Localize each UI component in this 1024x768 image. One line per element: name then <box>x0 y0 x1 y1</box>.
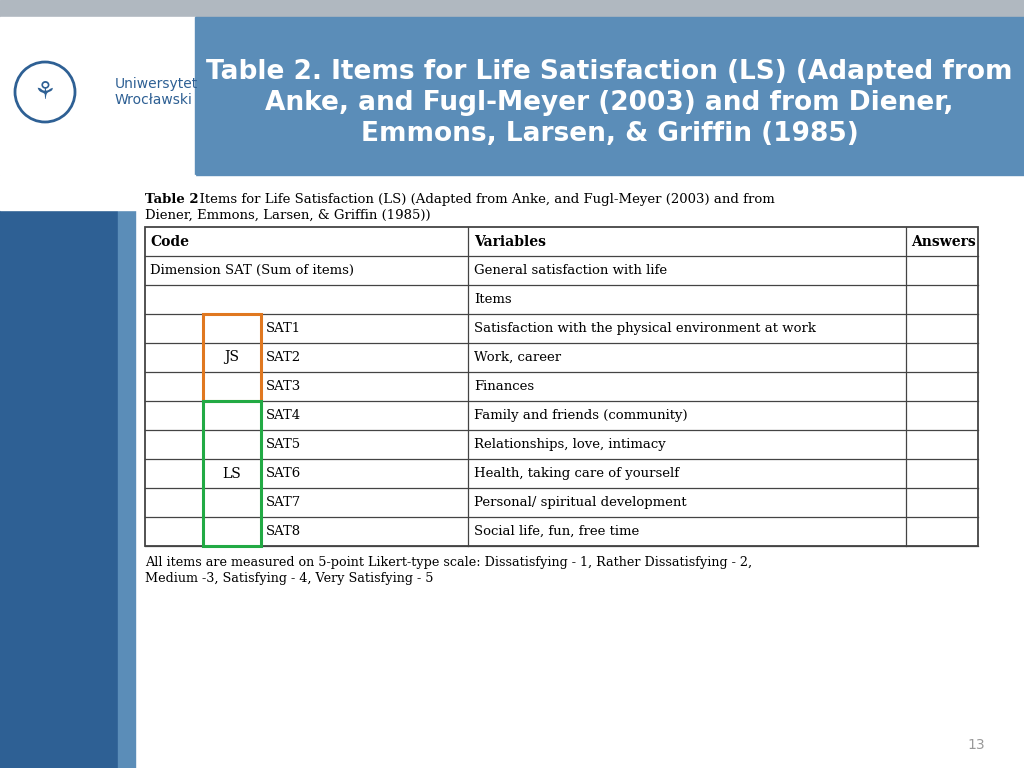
Bar <box>118 175 135 768</box>
Text: Table 2. Items for Life Satisfaction (LS) (Adapted from: Table 2. Items for Life Satisfaction (LS… <box>206 59 1013 85</box>
Text: Family and friends (community): Family and friends (community) <box>474 409 688 422</box>
Text: Social life, fun, free time: Social life, fun, free time <box>474 525 639 538</box>
Text: Wrocławski: Wrocławski <box>115 93 193 107</box>
Text: SAT2: SAT2 <box>266 351 301 364</box>
Text: SAT6: SAT6 <box>266 467 301 480</box>
Bar <box>203 314 261 401</box>
Text: Dimension SAT (Sum of items): Dimension SAT (Sum of items) <box>150 264 354 277</box>
Text: SAT1: SAT1 <box>266 322 301 335</box>
Text: Table 2: Table 2 <box>145 193 199 206</box>
Text: Finances: Finances <box>474 380 535 393</box>
Text: Answers: Answers <box>911 234 976 249</box>
Text: SAT3: SAT3 <box>266 380 301 393</box>
Bar <box>0 175 118 210</box>
Bar <box>0 0 1024 17</box>
Text: Code: Code <box>150 234 189 249</box>
Text: SAT4: SAT4 <box>266 409 301 422</box>
Bar <box>0 17 195 175</box>
Bar <box>203 401 261 546</box>
Text: All items are measured on 5-point Likert-type scale: Dissatisfying - 1, Rather D: All items are measured on 5-point Likert… <box>145 556 752 569</box>
Text: Work, career: Work, career <box>474 351 561 364</box>
Text: . Items for Life Satisfaction (LS) (Adapted from Anke, and Fugl-Meyer (2003) and: . Items for Life Satisfaction (LS) (Adap… <box>191 193 775 206</box>
Text: Diener, Emmons, Larsen, & Griffin (1985)): Diener, Emmons, Larsen, & Griffin (1985)… <box>145 209 431 222</box>
Text: Health, taking care of yourself: Health, taking care of yourself <box>474 467 679 480</box>
Text: Uniwersytet: Uniwersytet <box>115 77 199 91</box>
Text: Variables: Variables <box>474 234 546 249</box>
Bar <box>118 175 195 210</box>
Text: Satisfaction with the physical environment at work: Satisfaction with the physical environme… <box>474 322 816 335</box>
Text: LS: LS <box>222 466 242 481</box>
Bar <box>195 17 1024 175</box>
Text: SAT5: SAT5 <box>266 438 301 451</box>
Bar <box>145 227 978 546</box>
Text: Personal/ spiritual development: Personal/ spiritual development <box>474 496 687 509</box>
Text: 13: 13 <box>968 738 985 752</box>
Text: JS: JS <box>224 350 240 365</box>
Text: Anke, and Fugl-Meyer (2003) and from Diener,: Anke, and Fugl-Meyer (2003) and from Die… <box>265 90 953 116</box>
Bar <box>0 175 118 768</box>
Text: SAT7: SAT7 <box>266 496 301 509</box>
Text: SAT8: SAT8 <box>266 525 301 538</box>
Text: Items: Items <box>474 293 512 306</box>
Text: Relationships, love, intimacy: Relationships, love, intimacy <box>474 438 666 451</box>
Text: General satisfaction with life: General satisfaction with life <box>474 264 667 277</box>
Text: Emmons, Larsen, & Griffin (1985): Emmons, Larsen, & Griffin (1985) <box>360 121 858 147</box>
Text: Medium -3, Satisfying - 4, Very Satisfying - 5: Medium -3, Satisfying - 4, Very Satisfyi… <box>145 572 433 585</box>
Text: ⚘: ⚘ <box>34 80 56 104</box>
